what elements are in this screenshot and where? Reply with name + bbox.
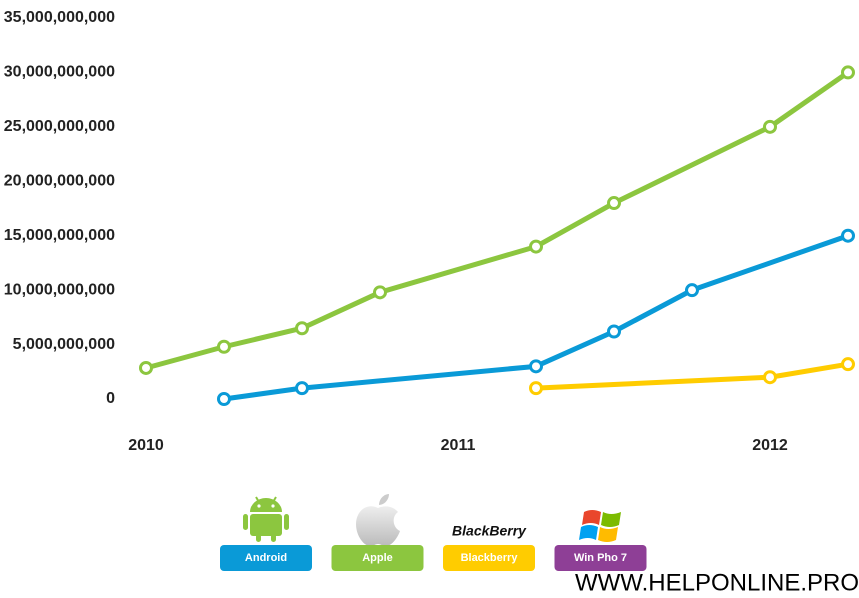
x-tick-label: 2012	[752, 437, 788, 454]
data-point	[139, 360, 153, 375]
legend-swatch	[220, 545, 312, 571]
data-point	[763, 119, 777, 134]
data-point	[841, 65, 855, 80]
y-tick-label: 10,000,000,000	[4, 281, 115, 298]
x-tick-label: 2011	[441, 437, 476, 454]
data-point	[217, 339, 231, 354]
data-point	[529, 359, 543, 374]
series-line	[535, 361, 849, 391]
data-point	[841, 228, 855, 243]
data-point	[763, 370, 777, 385]
android-icon	[243, 496, 289, 542]
legend-label: Win Pho 7	[574, 552, 627, 564]
y-tick-label: 30,000,000,000	[4, 64, 115, 81]
windows-icon	[579, 510, 621, 542]
legend-label: Blackberry	[461, 552, 519, 564]
data-point	[529, 381, 543, 396]
legend-swatch	[443, 545, 535, 571]
legend-label: Android	[245, 552, 287, 564]
y-tick-label: 35,000,000,000	[4, 9, 115, 26]
legend-logo: BlackBerry	[452, 523, 527, 539]
y-tick-label: 20,000,000,000	[4, 173, 115, 190]
data-point	[841, 357, 855, 372]
y-tick-label: 0	[106, 390, 115, 407]
y-tick-label: 5,000,000,000	[13, 336, 115, 353]
series-line	[145, 70, 850, 371]
y-tick-label: 25,000,000,000	[4, 118, 115, 135]
legend-swatch	[331, 545, 424, 571]
x-tick-label: 2010	[128, 437, 164, 454]
series-line	[223, 233, 849, 402]
apple-icon	[356, 494, 400, 546]
data-point	[295, 381, 309, 396]
y-tick-label: 15,000,000,000	[4, 227, 115, 244]
watermark: WWW.HELPONLINE.PRO	[575, 569, 859, 596]
legend-label: Apple	[362, 552, 393, 564]
data-point	[529, 239, 543, 254]
data-point	[685, 283, 699, 298]
data-point	[295, 321, 309, 336]
data-point	[217, 392, 231, 406]
legend-swatch	[554, 545, 647, 571]
data-point	[373, 285, 387, 300]
data-point	[607, 324, 621, 339]
data-point	[607, 196, 621, 211]
